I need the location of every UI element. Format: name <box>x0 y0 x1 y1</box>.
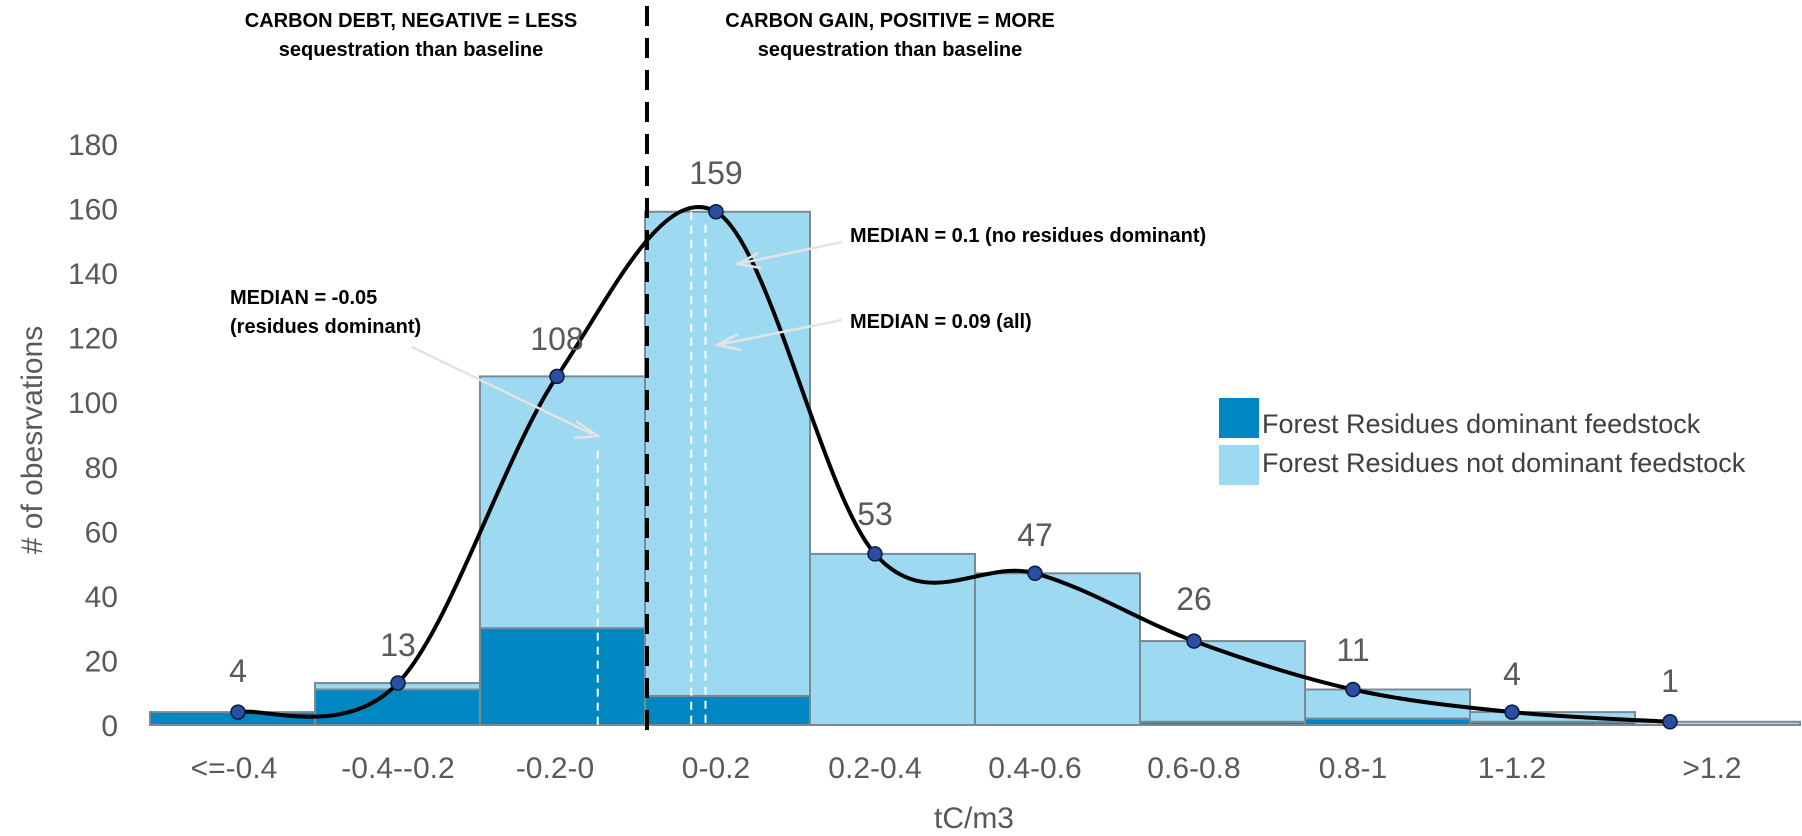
bar-total-label: 1 <box>1661 663 1679 699</box>
y-axis-title: # of obesrvations <box>16 326 49 554</box>
median-no-residues-arrow <box>741 240 843 265</box>
bar-segment-residues-dominant <box>314 688 481 726</box>
bar-segment-residues-not-dominant <box>479 375 646 630</box>
y-tick-label: 140 <box>68 258 118 291</box>
y-tick-label: 100 <box>68 387 118 420</box>
bar-total-label: 26 <box>1176 581 1212 617</box>
curve-point <box>1186 633 1202 649</box>
x-axis-tick-labels: <=-0.4 -0.4--0.2 -0.2-0 0-0.2 0.2-0.4 0.4-0.6… <box>191 752 1742 785</box>
median-all-label: MEDIAN = 0.09 (all) <box>850 311 1032 333</box>
annotation-arrows <box>411 240 843 440</box>
median-no-residues-arrowhead <box>734 251 762 270</box>
bar-total-label: 13 <box>380 627 416 663</box>
median-lines <box>596 211 707 725</box>
bar-segment-residues-not-dominant <box>974 572 1141 726</box>
legend-label-residues-dominant: Forest Residues dominant feedstock <box>1262 409 1701 439</box>
bar-total-label: 159 <box>689 155 742 191</box>
median-all-arrow <box>721 318 843 346</box>
x-tick-label: >1.2 <box>1682 752 1741 785</box>
median-no-residues-label: MEDIAN = 0.1 (no residues dominant) <box>850 225 1206 247</box>
bar-segment-residues-not-dominant <box>644 210 811 697</box>
y-axis-ticks: 0 20 40 60 80 100 120 140 160 180 <box>68 129 118 743</box>
curve-point <box>708 204 724 220</box>
bar-total-label: 4 <box>1503 656 1521 692</box>
bar-total-labels: 4 13 108 159 53 47 26 11 4 1 <box>229 155 1679 699</box>
carbon-gain-header-line2: sequestration than baseline <box>758 39 1023 61</box>
median-all-arrowhead <box>713 332 742 352</box>
carbon-debt-header-line1: CARBON DEBT, NEGATIVE = LESS <box>245 10 577 32</box>
y-tick-label: 160 <box>68 194 118 227</box>
x-tick-label: -0.2-0 <box>516 752 594 785</box>
curve-point <box>1027 565 1043 582</box>
x-tick-label: 0.2-0.4 <box>828 752 921 785</box>
bar-segment-residues-not-dominant <box>1139 640 1306 723</box>
legend-swatch-residues-dominant <box>1219 398 1259 438</box>
bar-segment-residues-dominant <box>479 627 646 727</box>
curve-point <box>230 704 246 720</box>
curve-point <box>549 368 565 385</box>
bar-total-label: 4 <box>229 653 247 689</box>
curve-point <box>390 675 406 691</box>
median-residues-label-line2: (residues dominant) <box>230 316 421 338</box>
curve-point <box>1345 681 1361 698</box>
median-residues-label-line1: MEDIAN = -0.05 <box>230 287 377 309</box>
median-residues-arrow <box>411 345 593 436</box>
y-tick-label: 0 <box>101 710 118 743</box>
bars <box>149 210 1801 727</box>
x-tick-label: <=-0.4 <box>191 752 278 785</box>
y-tick-label: 20 <box>85 645 118 678</box>
bar-total-label: 53 <box>857 496 893 532</box>
y-tick-label: 40 <box>85 581 118 614</box>
y-tick-label: 120 <box>68 323 118 356</box>
x-tick-label: 1-1.2 <box>1478 752 1546 785</box>
curve-point <box>867 546 883 562</box>
x-axis-title: tC/m3 <box>934 802 1014 835</box>
curve-point <box>1662 714 1678 730</box>
curve-points <box>230 204 1678 730</box>
x-tick-label: -0.4--0.2 <box>341 752 454 785</box>
curve-point <box>1504 704 1520 720</box>
bar-segment-residues-dominant <box>644 694 811 727</box>
bar-segment-residues-not-dominant <box>1634 720 1801 726</box>
median-residues-arrowhead <box>573 419 602 440</box>
x-tick-label: 0-0.2 <box>682 752 750 785</box>
carbon-gain-header-line1: CARBON GAIN, POSITIVE = MORE <box>725 10 1054 32</box>
bar-total-label: 47 <box>1017 517 1053 553</box>
bar-total-label: 108 <box>530 321 583 357</box>
legend: Forest Residues dominant feedstock Fores… <box>1219 398 1746 485</box>
bar-total-label: 11 <box>1336 632 1369 668</box>
y-tick-label: 60 <box>85 516 118 549</box>
x-tick-label: 0.6-0.8 <box>1147 752 1240 785</box>
x-tick-label: 0.4-0.6 <box>988 752 1081 785</box>
x-tick-label: 0.8-1 <box>1319 752 1387 785</box>
legend-swatch-residues-not-dominant <box>1219 445 1259 485</box>
legend-label-residues-not-dominant: Forest Residues not dominant feedstock <box>1262 448 1746 478</box>
y-tick-label: 80 <box>85 452 118 485</box>
y-tick-label: 180 <box>68 129 118 162</box>
carbon-debt-header-line2: sequestration than baseline <box>279 39 544 61</box>
